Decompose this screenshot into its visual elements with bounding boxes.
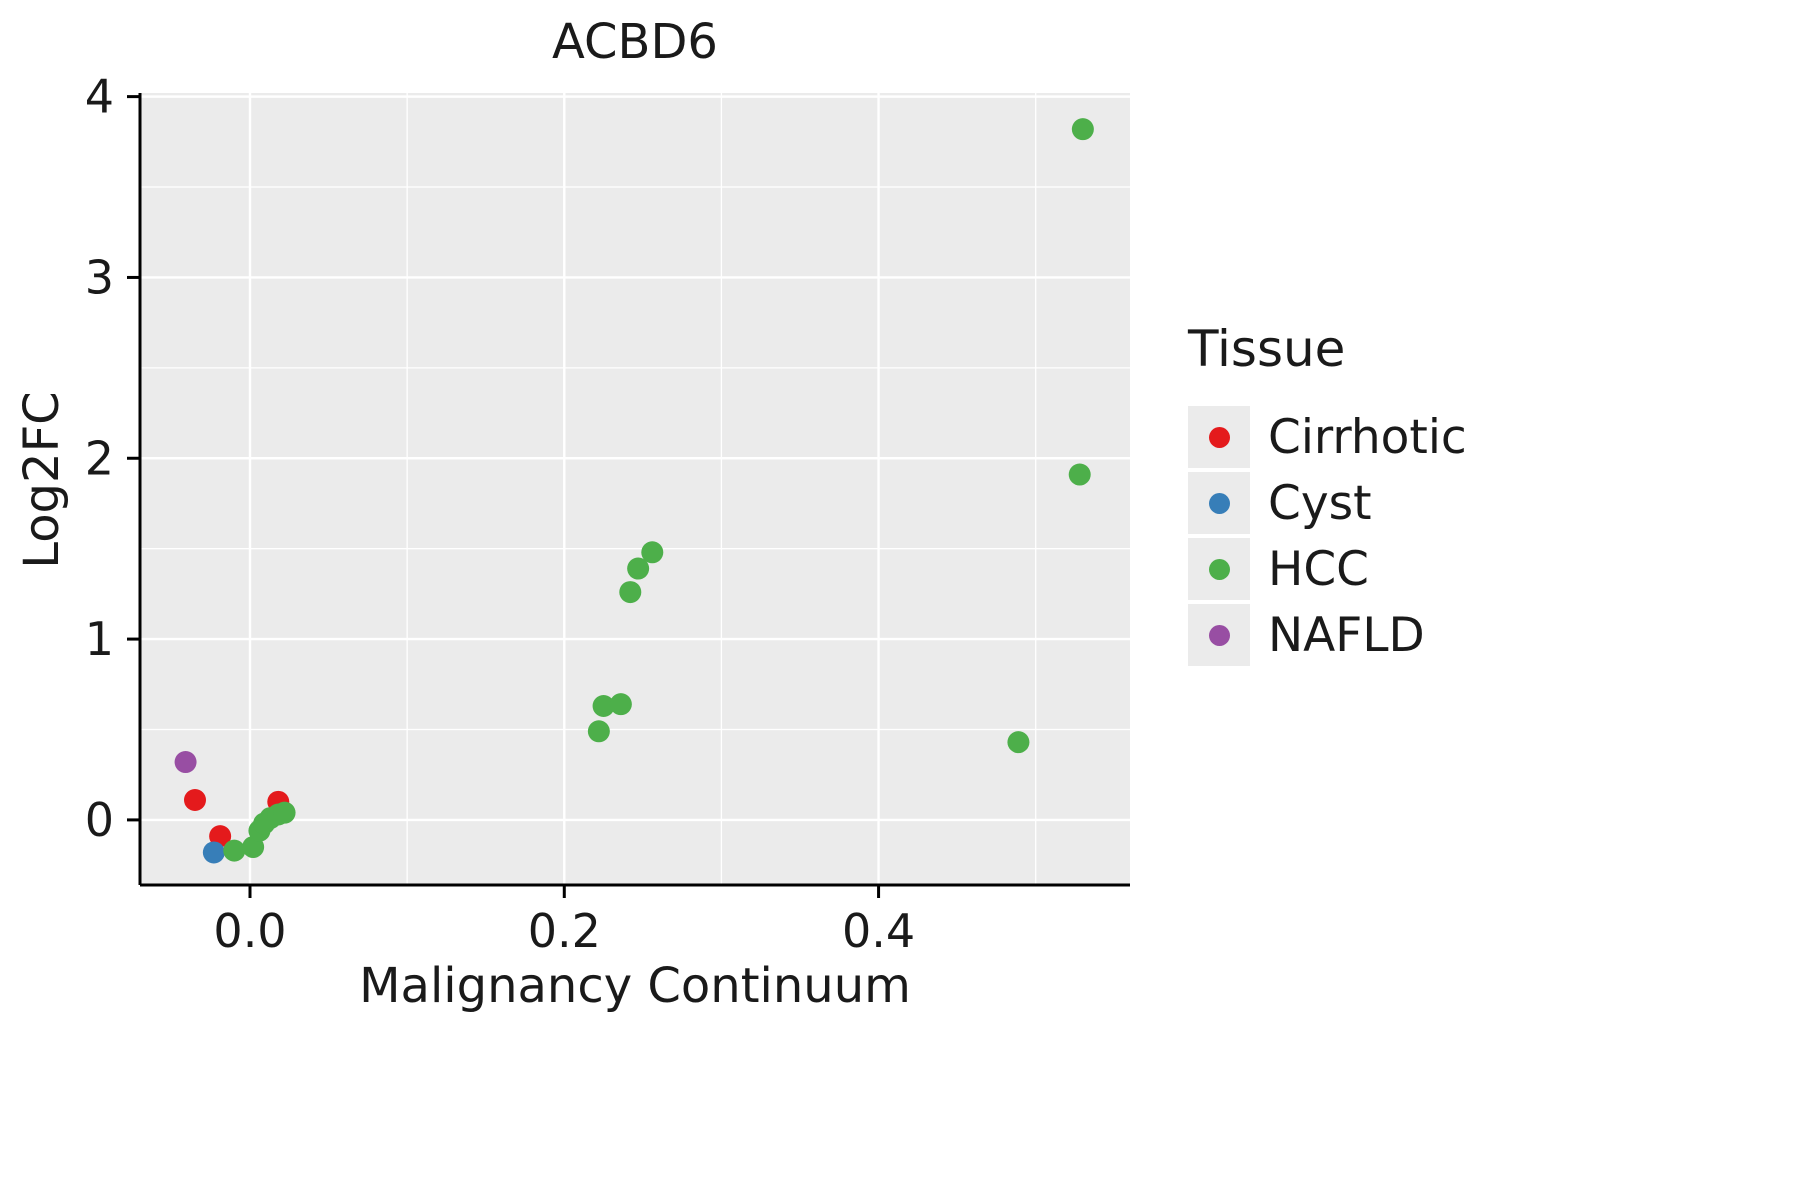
legend: Tissue Cirrhotic Cyst HCC (1188, 320, 1467, 666)
svg-text:2: 2 (85, 431, 114, 485)
legend-item-hcc: HCC (1188, 538, 1467, 600)
legend-key (1188, 538, 1250, 600)
svg-text:0.2: 0.2 (528, 904, 601, 958)
legend-item-cyst: Cyst (1188, 472, 1467, 534)
nafld-dot-icon (1208, 624, 1230, 646)
cirrhotic-dot-icon (1208, 426, 1230, 448)
svg-text:4: 4 (85, 70, 114, 124)
legend-key (1188, 406, 1250, 468)
legend-title: Tissue (1188, 320, 1346, 378)
chart-title: ACBD6 (552, 14, 718, 70)
legend-items: Cirrhotic Cyst HCC NAFLD (1188, 406, 1467, 666)
legend-label: Cyst (1268, 475, 1372, 531)
hcc-dot-icon (1208, 558, 1230, 580)
legend-item-cirrhotic: Cirrhotic (1188, 406, 1467, 468)
svg-text:1: 1 (85, 612, 114, 666)
legend-key (1188, 604, 1250, 666)
x-axis-label: Malignancy Continuum (359, 958, 911, 1014)
legend-label: Cirrhotic (1268, 409, 1467, 465)
legend-label: NAFLD (1268, 607, 1425, 663)
svg-text:0: 0 (85, 793, 114, 847)
legend-item-nafld: NAFLD (1188, 604, 1467, 666)
svg-text:0.4: 0.4 (842, 904, 915, 958)
svg-text:0.0: 0.0 (213, 904, 286, 958)
legend-key (1188, 472, 1250, 534)
cyst-dot-icon (1208, 492, 1230, 514)
legend-label: HCC (1268, 541, 1369, 597)
svg-text:3: 3 (85, 250, 114, 304)
